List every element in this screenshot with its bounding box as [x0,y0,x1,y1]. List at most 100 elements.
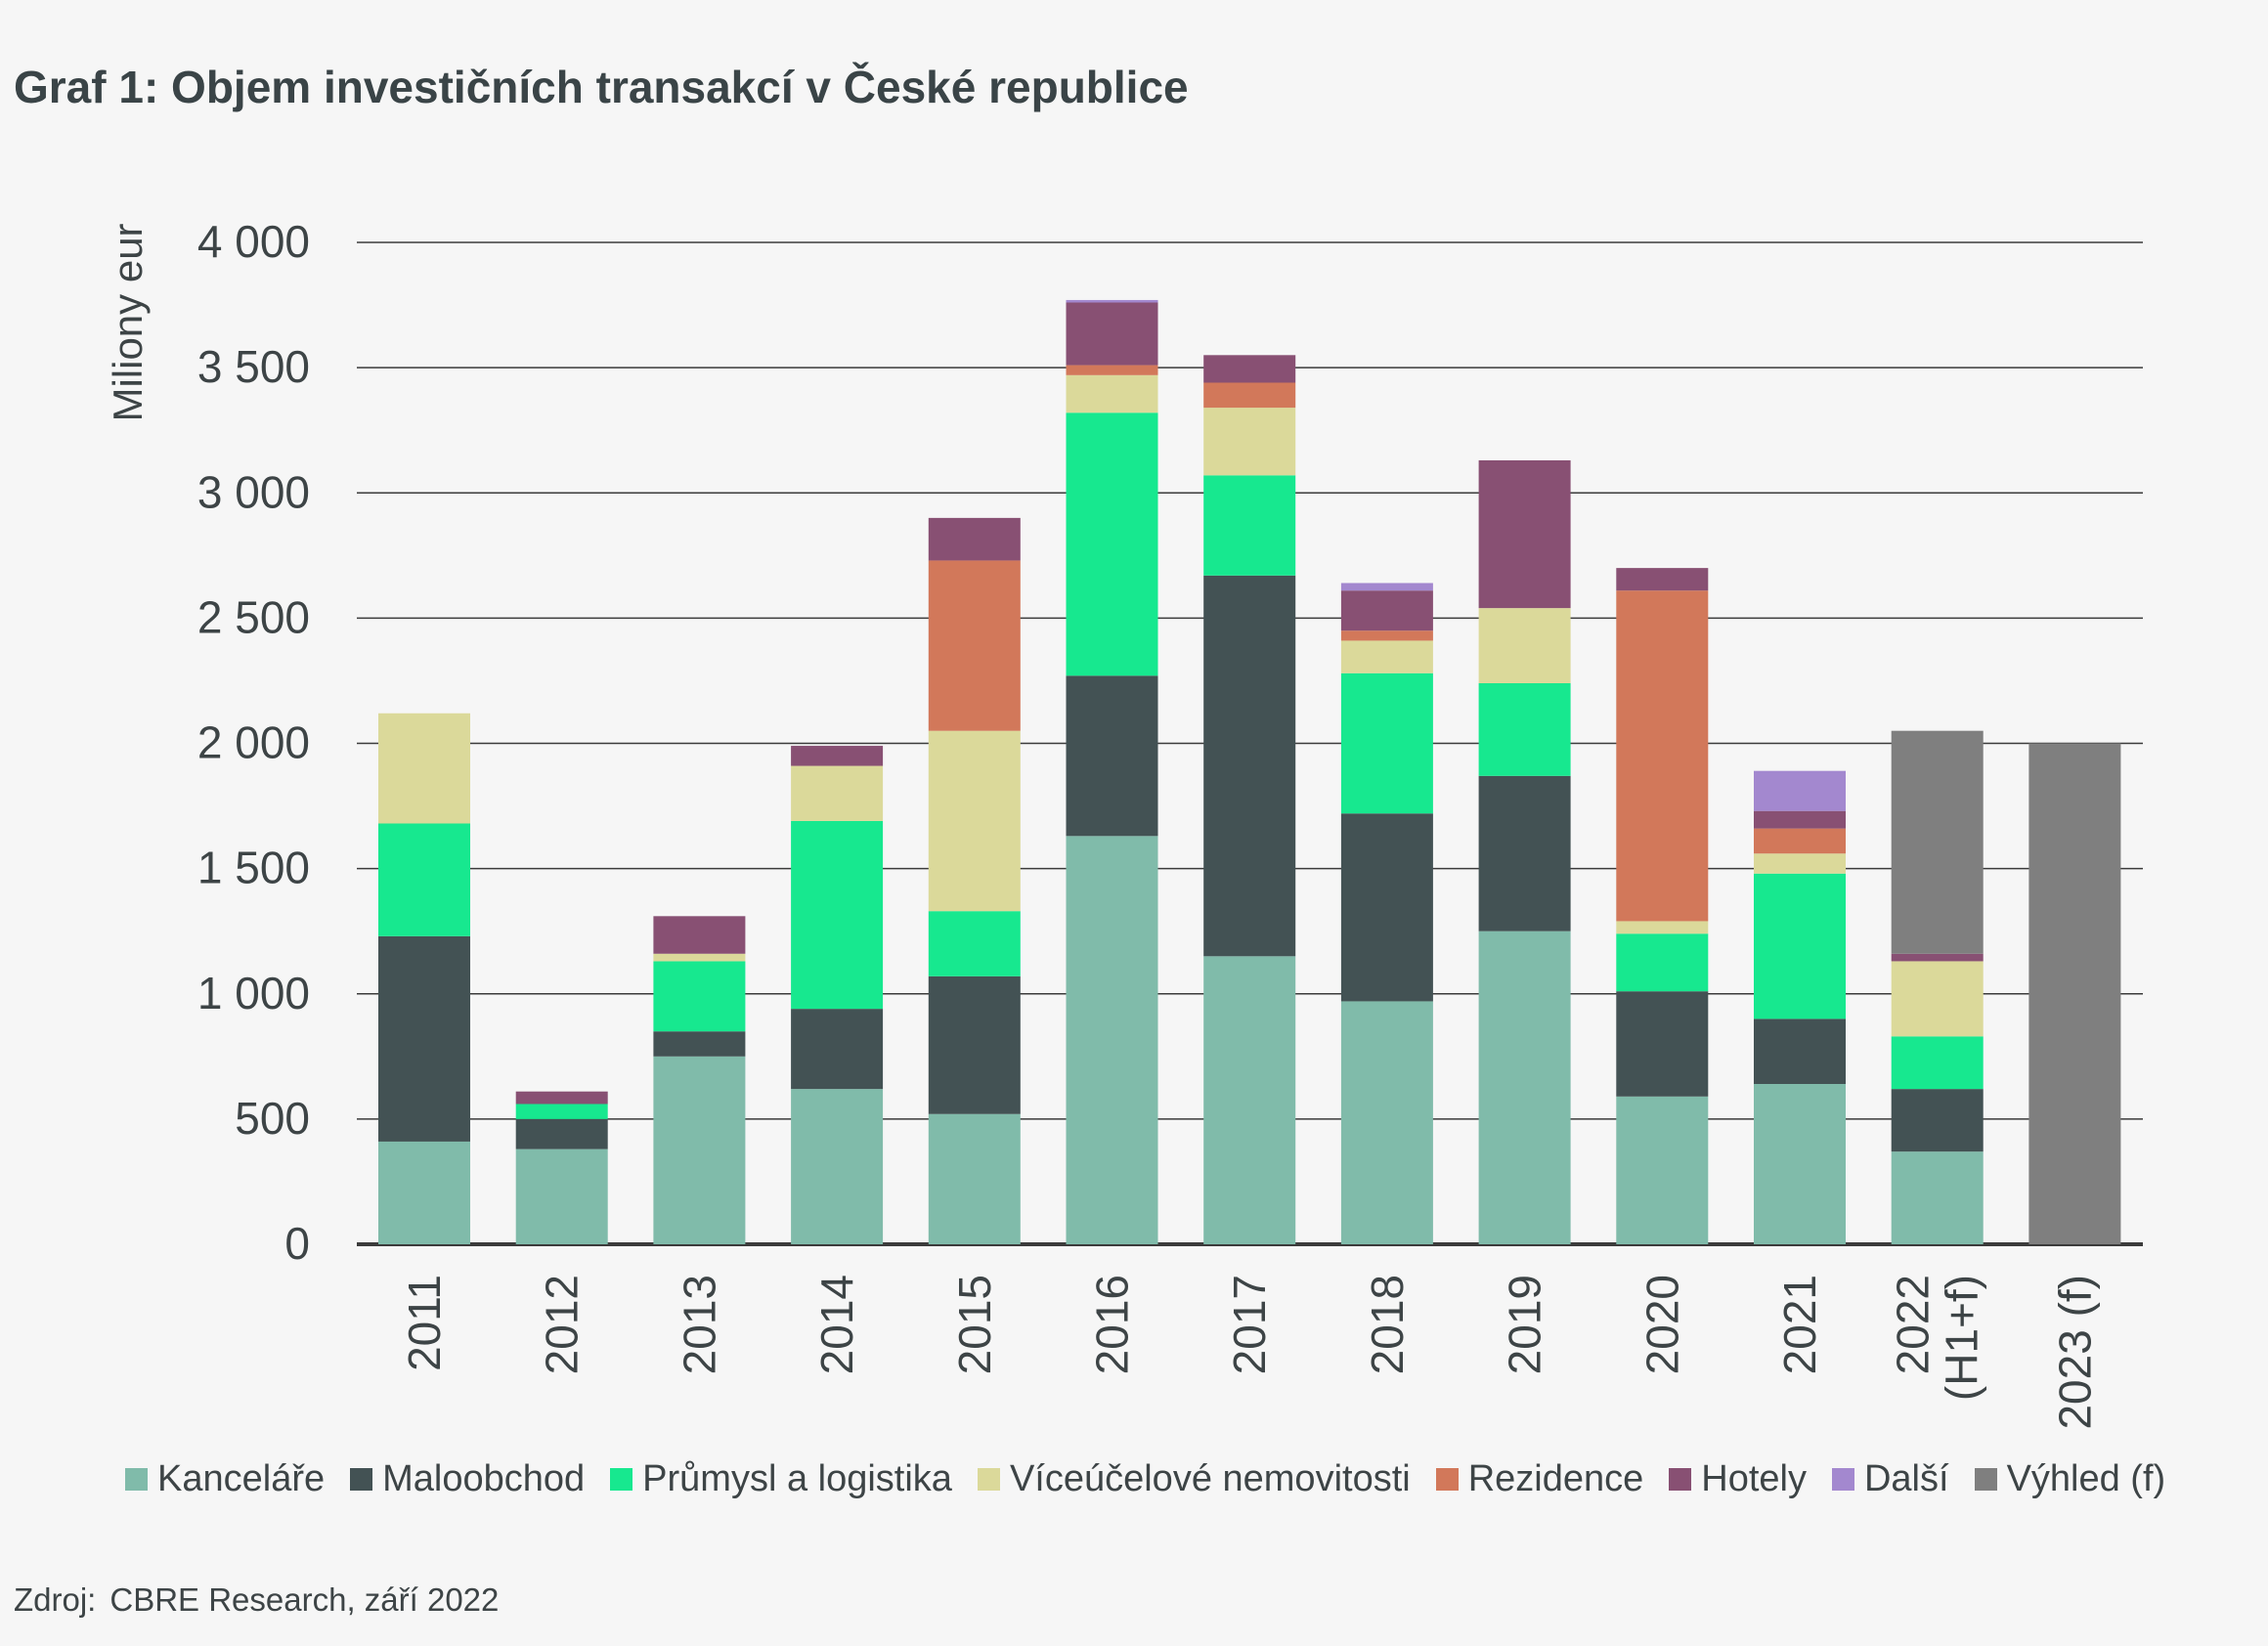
bar-segment [1203,575,1296,957]
bar-segment [515,1104,608,1119]
bar-segment [1340,672,1433,814]
bar-segment [653,1056,746,1244]
bar-segment [1891,1151,1984,1244]
bar-segment [1203,475,1296,576]
bar-segment [1066,365,1158,375]
x-tick-label: 2021 [1774,1275,1825,1374]
bar-segment [1891,730,1984,954]
x-tick-label: 2019 [1500,1275,1550,1374]
x-tick-label: 2017 [1224,1275,1275,1374]
bar-segment [378,1141,470,1244]
legend-label: Rezidence [1467,1458,1644,1499]
y-tick-label: 3 500 [197,341,310,392]
bar-segment [1754,828,1846,854]
bar-segment [1340,590,1433,631]
y-axis-label: Miliony eur [105,223,151,421]
legend-item: Hotely [1669,1458,1807,1500]
bar-segment [653,1031,746,1057]
bar-segment [1754,873,1846,1019]
bar-segment [928,560,1021,731]
source-label: Zdroj: [14,1581,97,1618]
bar-segment [1891,1036,1984,1090]
x-tick-label: 2012 [537,1275,588,1374]
bar-segment [1340,1001,1433,1244]
legend: Kanceláře Maloobchod Průmysl a logistika Ví… [125,1458,2191,1500]
bar-segment [928,911,1021,976]
legend-swatch [610,1468,633,1491]
bars [378,299,2121,1244]
bar-segment [928,730,1021,912]
bar-segment [653,961,746,1032]
bar-segment [1754,810,1846,829]
bar-segment [1066,302,1158,366]
bar-segment [1754,770,1846,811]
bar-segment [1754,853,1846,874]
bar-segment [1066,412,1158,676]
x-tick-label: (H1+f) [1937,1275,1987,1401]
bar-segment [1066,299,1158,303]
bar-segment [1754,1018,1846,1084]
bar-segment [1066,836,1158,1244]
y-tick-label: 3 000 [197,466,310,517]
legend-item: Maloobchod [350,1458,585,1500]
legend-item: Další [1831,1458,1949,1500]
bar-segment [1340,640,1433,673]
bar-segment [1203,408,1296,476]
legend-label: Hotely [1701,1458,1807,1499]
y-tick-label: 2 500 [197,591,310,642]
x-tick-label: 2015 [949,1275,1000,1374]
bar-segment [1066,675,1158,837]
y-tick-label: 500 [235,1093,310,1144]
legend-swatch [977,1468,1000,1491]
x-tick-label: 2020 [1636,1275,1687,1374]
bar-segment [1754,1084,1846,1244]
bar-segment [378,935,470,1142]
bar-segment [928,517,1021,561]
x-tick-labels: 2011 2012 2013 2014 2015 2016 2017 2018 2019 2020… [399,1275,2100,1430]
bar-segment [791,765,884,821]
y-tick-label: 1 500 [197,843,310,893]
bar-segment [1478,683,1571,776]
legend-label: Víceúčelové nemovitosti [1009,1458,1411,1499]
bar-segment [791,1009,884,1090]
bar-segment [653,916,746,954]
y-tick-label: 0 [284,1218,310,1269]
legend-swatch [1831,1468,1854,1491]
bar-segment [1616,568,1709,591]
legend-label: Další [1863,1458,1949,1499]
source-text: CBRE Research, září 2022 [109,1581,500,1618]
bar-segment [928,1113,1021,1244]
y-tick-label: 1 000 [197,968,310,1018]
bar-segment [1478,775,1571,931]
bar-segment [1066,374,1158,413]
legend-label: Průmysl a logistika [642,1458,952,1499]
chart-title: Graf 1: Objem investičních transakcí v Č… [14,62,1189,112]
bar-segment [791,1089,884,1244]
legend-label: Výhled (f) [2006,1458,2166,1499]
bar-segment [515,1118,608,1149]
legend-item: Víceúčelové nemovitosti [977,1458,1411,1500]
bar-segment [1616,991,1709,1097]
bar-segment [1203,382,1296,409]
x-tick-label: 2011 [399,1275,450,1371]
bar-segment [1340,630,1433,641]
legend-swatch [1435,1468,1459,1491]
bar-segment [515,1148,608,1244]
bar-segment [1478,459,1571,609]
y-tick-label: 2 000 [197,717,310,768]
legend-item: Rezidence [1435,1458,1644,1500]
legend-label: Maloobchod [382,1458,586,1499]
bar-segment [1203,355,1296,383]
bar-segment [2028,743,2121,1244]
bar-segment [1478,608,1571,683]
legend-item: Výhled (f) [1974,1458,2166,1500]
bar-segment [1478,931,1571,1244]
x-tick-label: 2018 [1362,1275,1413,1374]
bar-segment [791,820,884,1010]
legend-swatch [125,1468,148,1491]
legend-swatch [1669,1468,1692,1491]
bar-segment [515,1091,608,1105]
x-tick-label: 2016 [1087,1275,1138,1374]
bar-segment [1340,813,1433,1002]
bar-segment [1203,956,1296,1244]
